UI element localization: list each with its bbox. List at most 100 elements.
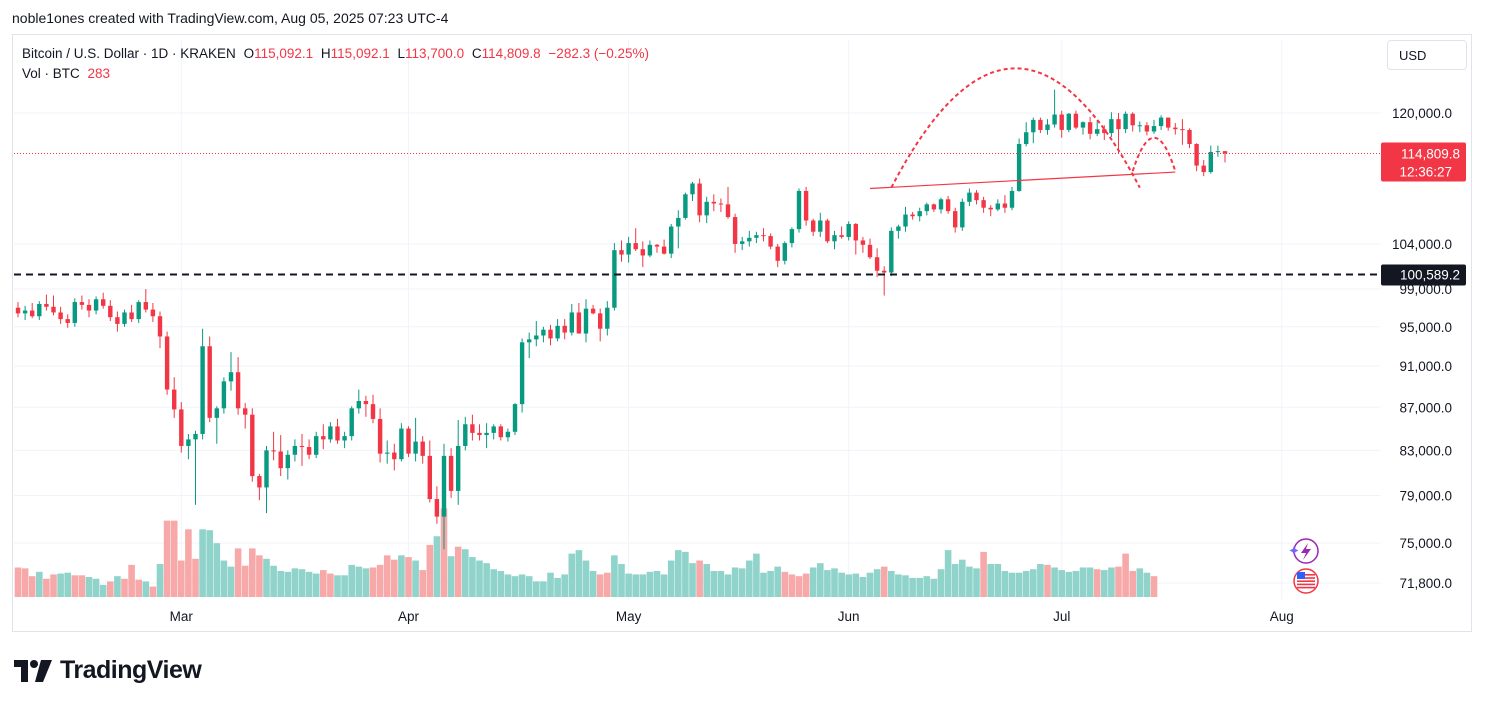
candle-body bbox=[93, 299, 99, 311]
volume-bar bbox=[227, 566, 235, 597]
candle-body bbox=[1080, 122, 1086, 128]
volume-bar bbox=[895, 574, 902, 597]
candle bbox=[278, 435, 283, 477]
candle-body bbox=[519, 342, 525, 405]
candle bbox=[633, 228, 638, 252]
volume-bar bbox=[639, 574, 647, 597]
candle bbox=[605, 301, 610, 336]
volume-bar bbox=[1065, 571, 1073, 597]
tradingview-logo-icon bbox=[14, 659, 52, 682]
candle bbox=[1087, 116, 1093, 140]
candle bbox=[1180, 119, 1185, 145]
candle bbox=[754, 231, 759, 244]
volume-bar bbox=[78, 575, 86, 597]
volume-label[interactable]: Vol · BTC bbox=[22, 66, 80, 81]
candle-body bbox=[342, 436, 347, 441]
candle-body bbox=[491, 426, 496, 433]
volume-bar bbox=[845, 574, 852, 597]
candle-body bbox=[1073, 113, 1079, 128]
candle-body bbox=[874, 257, 880, 271]
candle bbox=[356, 389, 361, 414]
candle-body bbox=[370, 404, 376, 419]
candle-body bbox=[995, 203, 1000, 210]
candle bbox=[626, 236, 631, 263]
candle bbox=[235, 357, 241, 415]
volume-bar bbox=[36, 571, 43, 597]
candle-body bbox=[484, 432, 489, 436]
volume-bar bbox=[1093, 569, 1101, 597]
candle-body bbox=[264, 450, 269, 488]
candle bbox=[882, 266, 887, 296]
volume-bar bbox=[128, 564, 135, 597]
candle-body bbox=[257, 476, 262, 488]
candle bbox=[498, 424, 503, 441]
candle-body bbox=[1173, 127, 1178, 130]
candle bbox=[896, 224, 901, 239]
volume-bar bbox=[291, 568, 299, 597]
us-flag-icon[interactable] bbox=[1293, 568, 1319, 594]
candle bbox=[534, 321, 539, 347]
volume-bar bbox=[852, 573, 860, 597]
candle-body bbox=[470, 424, 475, 433]
candle-body bbox=[818, 220, 823, 232]
candle bbox=[924, 202, 929, 216]
volume-bar bbox=[923, 576, 931, 597]
volume-bar bbox=[362, 568, 370, 597]
us-flag-canton bbox=[1297, 572, 1305, 579]
candle-body bbox=[839, 235, 844, 237]
y-axis-tick-label: 95,000.0 bbox=[1399, 320, 1452, 335]
volume-bar bbox=[582, 560, 590, 597]
candle-body bbox=[1009, 190, 1015, 208]
candle bbox=[732, 213, 738, 253]
volume-bar bbox=[966, 566, 973, 597]
candle-body bbox=[1109, 119, 1114, 134]
candle bbox=[243, 403, 248, 429]
us-flag-stripe bbox=[1297, 580, 1315, 582]
candle-body bbox=[669, 226, 674, 254]
candle-body bbox=[129, 312, 134, 320]
price-marker-box bbox=[1381, 142, 1466, 182]
candle bbox=[65, 314, 70, 328]
x-axis-tick-label: Apr bbox=[398, 609, 420, 624]
volume-bar bbox=[213, 543, 221, 597]
volume-bar bbox=[738, 568, 746, 597]
candle bbox=[995, 199, 1000, 212]
tradingview-logo[interactable]: TradingView bbox=[14, 656, 202, 685]
volume-bar bbox=[859, 577, 867, 597]
candle bbox=[661, 239, 667, 255]
volume-bar bbox=[433, 536, 441, 597]
price-marker-label: 114,809.8 12:36:27 bbox=[1381, 142, 1466, 182]
candle-body bbox=[172, 389, 177, 410]
candle-body bbox=[953, 211, 958, 228]
volume-bar bbox=[1008, 572, 1016, 597]
candle bbox=[590, 304, 596, 315]
support-level-value: 100,589.2 bbox=[1400, 267, 1460, 282]
candle-body bbox=[30, 310, 35, 317]
candle bbox=[1009, 186, 1015, 211]
currency-button[interactable]: USD bbox=[1387, 40, 1467, 70]
symbol-description[interactable]: Bitcoin / U.S. Dollar · 1D · KRAKEN bbox=[22, 46, 236, 61]
candle bbox=[150, 303, 156, 322]
candle-body bbox=[243, 408, 248, 415]
volume-bar bbox=[533, 581, 540, 597]
volume-bar bbox=[1058, 570, 1065, 597]
candle-body bbox=[228, 372, 234, 382]
volume-bar bbox=[483, 563, 490, 597]
candle-body bbox=[186, 439, 191, 446]
candle-body bbox=[1194, 144, 1199, 166]
candle-body bbox=[740, 241, 745, 244]
candle bbox=[86, 299, 92, 318]
candle bbox=[427, 440, 432, 503]
candle bbox=[945, 195, 951, 214]
candle-body bbox=[1116, 119, 1121, 130]
candle-body bbox=[590, 308, 596, 314]
lightning-icon[interactable] bbox=[1289, 538, 1319, 564]
volume-bar bbox=[611, 555, 618, 597]
chart-legend: Bitcoin / U.S. Dollar · 1D · KRAKEN O115… bbox=[22, 44, 649, 84]
volume-bar bbox=[1143, 572, 1151, 597]
x-axis-tick-label: May bbox=[616, 609, 642, 624]
candle-body bbox=[768, 236, 773, 247]
volume-bar bbox=[71, 575, 79, 597]
candle-body bbox=[321, 436, 326, 440]
